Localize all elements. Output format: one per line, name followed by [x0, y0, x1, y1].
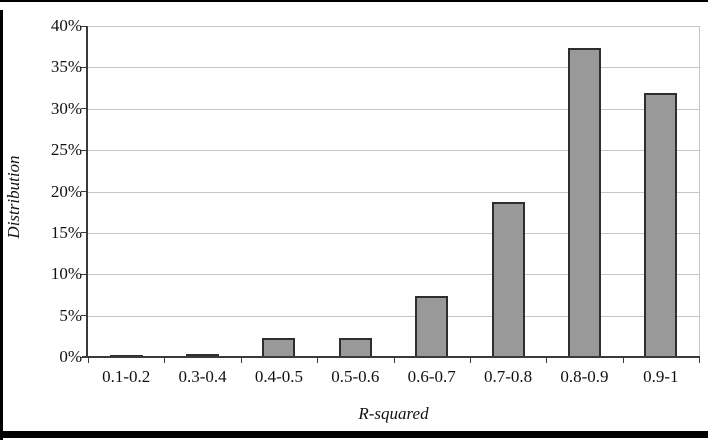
y-tick-label: 15%: [50, 222, 82, 242]
x-tick: [164, 358, 166, 363]
y-tick-label: 0%: [59, 347, 82, 366]
bar-0.9-1: [644, 93, 678, 357]
y-tick: [81, 66, 86, 68]
plot-area: [88, 26, 700, 357]
gridline: [88, 150, 699, 152]
gridline: [88, 274, 699, 276]
x-tick-label: 0.3-0.4: [178, 367, 227, 386]
gridline: [88, 67, 699, 69]
y-tick-label: 20%: [50, 181, 82, 201]
x-tick-label: 0.4-0.5: [254, 367, 304, 386]
bar-0.3-0.4: [186, 353, 220, 357]
y-tick: [81, 108, 86, 110]
x-tick-label: 0.6-0.7: [407, 367, 456, 386]
figure-frame-top-line: [0, 0, 708, 2]
gridline: [88, 315, 699, 317]
y-tick: [81, 273, 86, 275]
x-tick-label: 0.5-0.6: [331, 367, 380, 386]
y-tick: [81, 315, 86, 317]
x-tick: [317, 358, 319, 363]
x-tick-label: 0.8-0.9: [560, 367, 609, 386]
y-tick: [81, 149, 86, 151]
gridline: [88, 108, 699, 110]
y-tick: [81, 356, 86, 358]
y-tick-label: 40%: [50, 16, 82, 35]
y-tick: [81, 25, 86, 27]
gridline: [88, 232, 699, 234]
x-axis-title: R-squared: [358, 404, 429, 423]
x-axis-line: [82, 356, 700, 358]
bar-0.6-0.7: [415, 295, 449, 357]
x-tick-label: 0.1-0.2: [102, 367, 151, 386]
x-tick-label: 0.9-1: [643, 367, 679, 386]
x-tick: [699, 358, 700, 363]
x-tick: [240, 358, 242, 363]
y-tick-label: 35%: [50, 57, 82, 77]
bar-0.8-0.9: [567, 48, 601, 357]
x-tick: [88, 358, 89, 363]
bar-0.4-0.5: [262, 337, 296, 357]
y-tick: [81, 191, 86, 192]
y-tick-label: 30%: [50, 98, 82, 118]
y-tick-label: 25%: [50, 140, 82, 160]
y-axis-line: [86, 26, 88, 358]
gridline: [88, 26, 699, 27]
gridline: [88, 191, 699, 193]
figure-frame-bottom-bar: [0, 431, 708, 438]
x-tick: [469, 358, 471, 363]
y-tick-label: 10%: [50, 264, 82, 284]
x-tick: [622, 358, 624, 363]
y-tick: [81, 232, 86, 234]
x-tick: [546, 358, 548, 363]
bar-0.7-0.8: [491, 202, 525, 357]
x-tick-label: 0.7-0.8: [483, 367, 533, 386]
x-tick: [393, 358, 395, 363]
y-tick-label: 5%: [59, 305, 82, 325]
figure-frame-left-bar: [0, 10, 3, 440]
y-axis-title: Distribution: [4, 155, 23, 239]
bar-0.5-0.6: [338, 337, 372, 357]
